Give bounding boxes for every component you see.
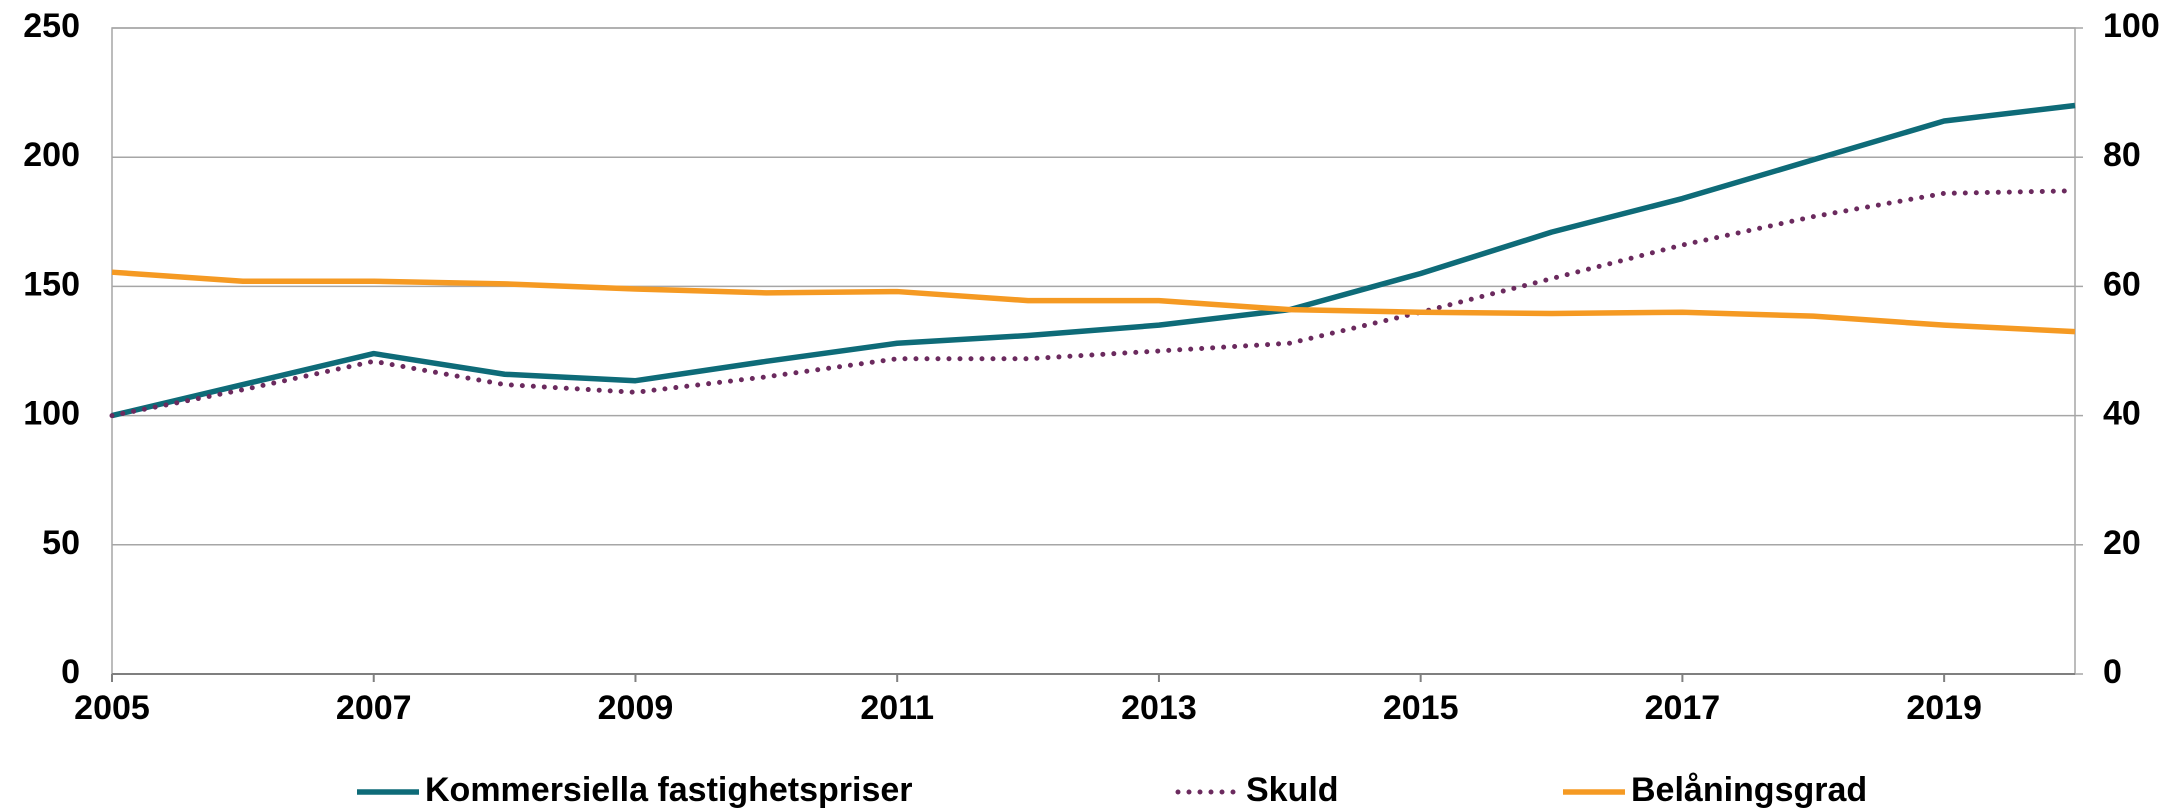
y2-tick-label: 100 — [2103, 7, 2160, 45]
x-tick-label: 2017 — [1645, 689, 1721, 727]
x-tick-label: 2007 — [336, 689, 412, 727]
y-tick-label: 100 — [23, 395, 80, 433]
y2-tick-label: 60 — [2103, 265, 2141, 303]
plot-frame — [111, 27, 2076, 675]
legend-label: Skuld — [1246, 771, 1339, 809]
x-tick-label: 2019 — [1906, 689, 1982, 727]
y-tick-label: 250 — [23, 7, 80, 45]
y-tick-label: 150 — [23, 265, 80, 303]
x-tick-label: 2005 — [74, 689, 150, 727]
series-line — [109, 188, 2078, 419]
y-tick-label: 50 — [42, 524, 80, 562]
series-line — [111, 102, 2076, 419]
y2-tick-label: 0 — [2103, 653, 2122, 691]
y-tick-label: 0 — [61, 653, 80, 691]
y-tick-label: 200 — [23, 136, 80, 174]
legend-label: Belåningsgrad — [1631, 771, 1867, 809]
y2-tick-label: 80 — [2103, 136, 2141, 174]
x-tick-label: 2013 — [1121, 689, 1197, 727]
x-tick-label: 2011 — [860, 689, 934, 727]
legend-label: Kommersiella fastighetspriser — [425, 771, 913, 809]
y2-tick-label: 40 — [2103, 395, 2141, 433]
y2-tick-label: 20 — [2103, 524, 2141, 562]
series-line — [111, 269, 2076, 335]
x-tick-label: 2015 — [1383, 689, 1459, 727]
x-tick-label: 2009 — [598, 689, 674, 727]
